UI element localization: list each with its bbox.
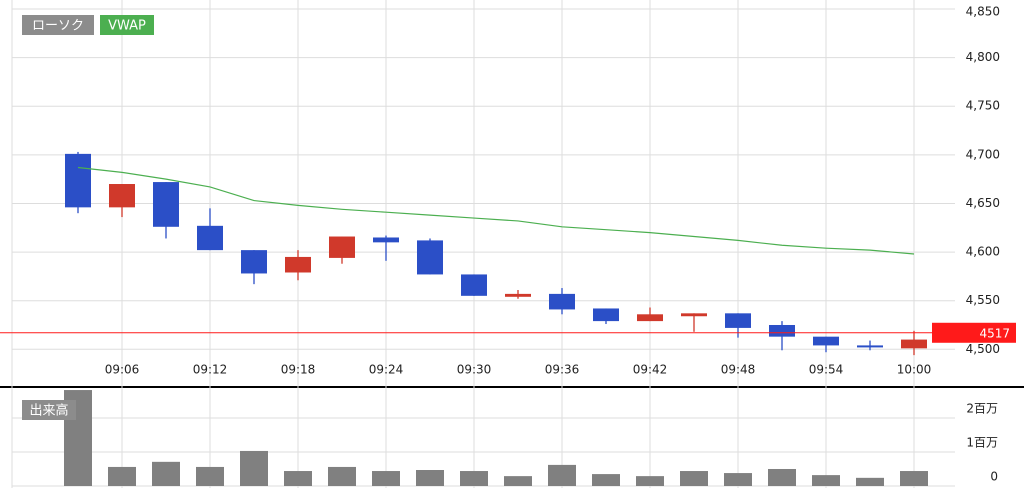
candle-legend: ローソク <box>32 19 84 34</box>
candle-legend-box <box>22 15 94 35</box>
volume-bar <box>240 450 268 486</box>
volume-bar <box>328 466 356 486</box>
volume-bar <box>548 464 576 486</box>
candle-body <box>241 250 267 274</box>
candle-body <box>593 308 619 322</box>
volume-bar <box>680 471 708 486</box>
candle-body <box>197 225 223 251</box>
volume-bar <box>592 474 620 486</box>
vwap-line <box>77 166 915 255</box>
volume-bar <box>284 471 312 486</box>
volume-bar <box>372 471 400 486</box>
y-tick-label: 4,700 <box>966 147 1000 161</box>
y-tick-label: 4,600 <box>966 245 1000 259</box>
vwap-legend: VWAP <box>108 19 146 34</box>
mark-layer <box>0 151 932 486</box>
candle-body <box>373 237 399 243</box>
candle-body <box>109 184 135 208</box>
x-tick-label: 09:36 <box>545 363 580 377</box>
y-tick-label: 4,650 <box>966 196 1000 210</box>
volume-bar <box>768 468 796 486</box>
grid-layer <box>12 0 955 488</box>
y-tick-label: 4,850 <box>966 5 1000 19</box>
candle-body <box>153 182 179 227</box>
x-tick-label: 09:12 <box>193 363 228 377</box>
candle-body <box>505 293 531 297</box>
y-tick-label: 2百万 <box>966 401 998 415</box>
candle-body <box>329 236 355 258</box>
candle-body <box>725 313 751 328</box>
volume-bar <box>636 476 664 486</box>
y-tick-label: 0 <box>990 470 998 484</box>
candle-body <box>285 256 311 273</box>
y-tick-label: 4,750 <box>966 99 1000 113</box>
candle-body <box>65 153 91 208</box>
candle-body <box>769 324 795 337</box>
candle-body <box>637 314 663 322</box>
x-tick-label: 09:30 <box>457 363 492 377</box>
candle-body <box>417 240 443 275</box>
volume-bar <box>196 466 224 486</box>
volume-bar <box>152 461 180 486</box>
x-tick-label: 09:24 <box>369 363 404 377</box>
volume-bar <box>460 471 488 486</box>
current-price-label: 4517 <box>979 326 1010 340</box>
vwap-legend-box <box>100 15 154 35</box>
volume-bar <box>504 476 532 486</box>
y-tick-label: 4,500 <box>966 342 1000 356</box>
x-tick-label: 09:42 <box>633 363 668 377</box>
volume-bar <box>108 466 136 486</box>
y-tick-label: 4,550 <box>966 293 1000 307</box>
volume-bar <box>416 470 444 486</box>
y-tick-label: 4,800 <box>966 50 1000 64</box>
volume-bar <box>900 471 928 486</box>
candle-body <box>857 345 883 348</box>
x-tick-label: 09:54 <box>809 363 844 377</box>
x-tick-label: 09:18 <box>281 363 316 377</box>
x-tick-label: 10:00 <box>897 363 932 377</box>
volume-bar <box>812 475 840 486</box>
candle-body <box>549 293 575 310</box>
candle-body <box>461 274 487 296</box>
candle-body <box>813 336 839 346</box>
x-tick-label: 09:06 <box>105 363 140 377</box>
y-tick-label: 1百万 <box>966 435 998 449</box>
x-tick-label: 09:48 <box>721 363 756 377</box>
candle-body <box>681 313 707 317</box>
label-layer: ローソク VWAP 出来高 4,500 4,550 4,600 4,650 4,700 4… <box>22 5 1016 484</box>
current-price-box <box>932 322 1016 343</box>
candle-body <box>901 339 927 349</box>
volume-title: 出来高 <box>29 403 68 419</box>
volume-bar <box>856 477 884 486</box>
volume-title-box <box>22 400 76 420</box>
volume-bar <box>724 473 752 486</box>
